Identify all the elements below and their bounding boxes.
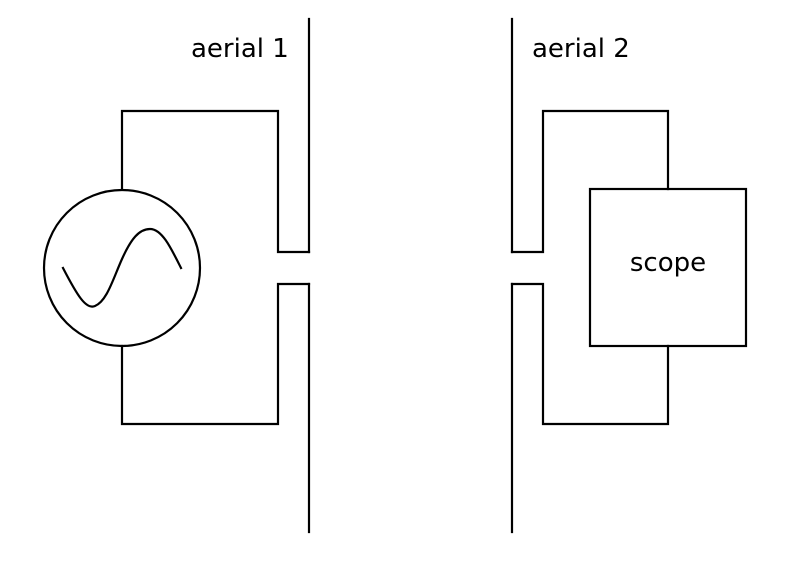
scope-rectangle [588, 187, 748, 348]
scope-upper-feed-wire [510, 109, 670, 254]
scope-label: scope [630, 248, 706, 278]
aerial-1-label: aerial 1 [191, 34, 289, 64]
aerial-2-label: aerial 2 [532, 34, 630, 64]
aerial-2: aerial 2 [510, 17, 630, 534]
source-lower-feed-wire [120, 282, 311, 426]
aerial-1: aerial 1 [191, 17, 311, 534]
sine-wave-icon [61, 227, 183, 308]
scope-lower-feed-wire [510, 282, 670, 426]
ac-source-icon [42, 188, 202, 348]
ac-source-circle [42, 188, 202, 348]
source-upper-feed-wire [120, 109, 311, 254]
scope-box: scope [588, 187, 748, 348]
